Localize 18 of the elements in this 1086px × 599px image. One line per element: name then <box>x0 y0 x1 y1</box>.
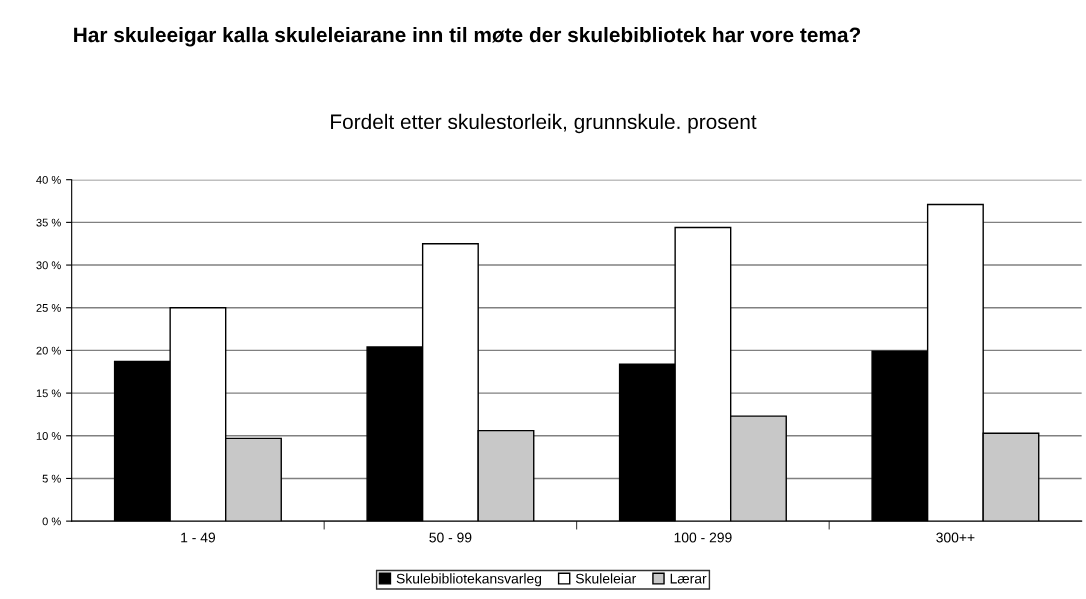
y-tick-label: 25 % <box>36 304 61 312</box>
x-tick-label: 300++ <box>936 532 975 543</box>
legend-label: Lærar <box>670 573 707 584</box>
y-tick-label: 5 % <box>42 474 61 483</box>
chart-subtitle: Fordelt etter skulestorleik, grunnskule. prosent <box>331 113 757 134</box>
y-tick-label: 35 % <box>36 218 61 227</box>
y-tick-label: 30 % <box>36 261 61 270</box>
y-tick-label: 15 % <box>36 389 61 398</box>
x-tick-label: 100 - 299 <box>674 532 732 543</box>
chart-title: Har skuleeigar kalla skuleleiarane inn til møte der skulebibliotek har vore tema? <box>74 26 861 47</box>
legend-label: Skulebibliotekansvarleg <box>396 573 542 587</box>
legend-label: Skuleleiar <box>575 573 637 584</box>
y-tick-label: 20 % <box>36 346 61 355</box>
x-tick-label: 1 - 49 <box>181 532 216 543</box>
y-tick-label: 0 % <box>42 517 61 526</box>
y-tick-label: 10 % <box>36 432 61 440</box>
y-tick-label: 40 % <box>36 175 61 184</box>
x-tick-label: 50 - 99 <box>429 532 472 543</box>
